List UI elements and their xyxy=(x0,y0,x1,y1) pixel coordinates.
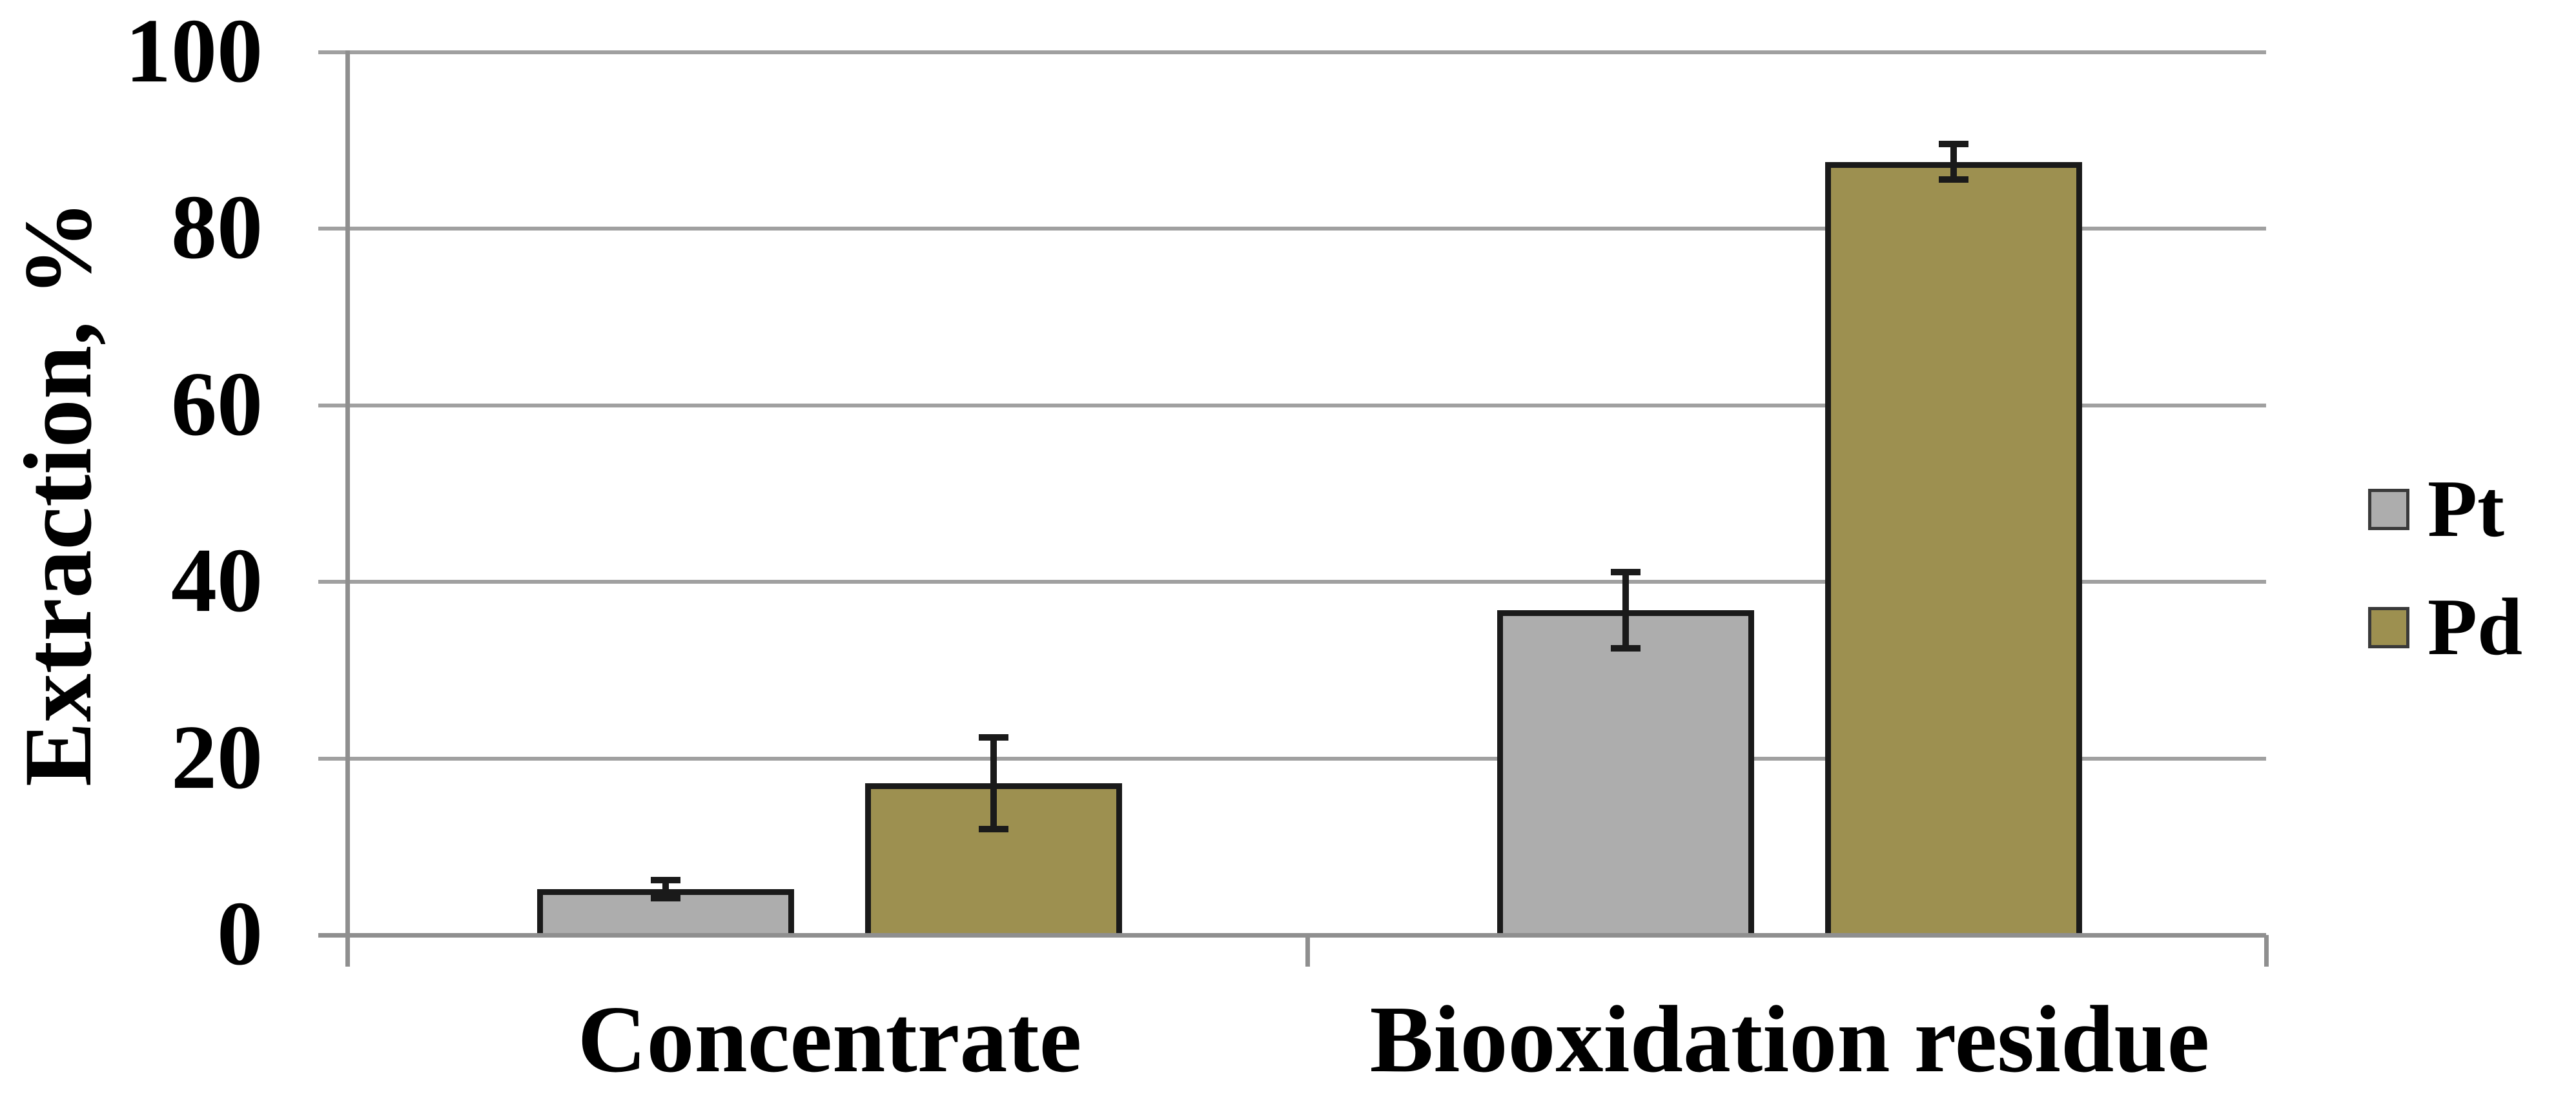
y-tick-label-0: 0 xyxy=(217,882,263,985)
y-tick-label-80: 80 xyxy=(171,176,263,278)
legend-label-pt: Pt xyxy=(2428,464,2504,554)
gridline-100 xyxy=(318,50,2266,54)
error-bar-cap-pt-0-bottom xyxy=(651,894,680,901)
gridline-80 xyxy=(318,227,2266,231)
error-bar-cap-pt-1-bottom xyxy=(1611,644,1641,652)
x-axis-tick-2 xyxy=(2264,935,2269,967)
error-bar-pt-0 xyxy=(662,880,669,898)
error-bar-cap-pt-1-top xyxy=(1611,569,1641,576)
y-tick-label-40: 40 xyxy=(171,529,263,632)
error-bar-pt-1 xyxy=(1622,572,1629,648)
legend-entry-pd: Pd xyxy=(2368,587,2522,668)
legend-swatch-pd-icon xyxy=(2368,607,2409,648)
x-category-label-biooxidation-residue: Biooxidation residue xyxy=(1369,987,2210,1093)
error-bar-cap-pd-1-bottom xyxy=(1939,176,1968,183)
error-bar-pd-1 xyxy=(1950,144,1957,180)
error-bar-pd-0 xyxy=(990,737,997,829)
legend-swatch-pt-icon xyxy=(2368,489,2409,530)
legend-label-pd: Pd xyxy=(2428,582,2523,672)
error-bar-cap-pt-0-top xyxy=(651,877,680,884)
x-category-label-concentrate: Concentrate xyxy=(577,987,1082,1093)
error-bar-cap-pd-0-bottom xyxy=(979,825,1008,832)
error-bar-cap-pd-0-top xyxy=(979,734,1008,741)
legend-entry-pt: Pt xyxy=(2368,469,2504,550)
y-axis-title: Extraction, % xyxy=(5,200,112,787)
gridline-20 xyxy=(318,756,2266,761)
y-tick-label-60: 60 xyxy=(171,352,263,455)
y-tick-label-100: 100 xyxy=(125,0,263,102)
bar-pt-1 xyxy=(1497,610,1754,935)
x-axis-line xyxy=(318,932,2266,938)
gridline-40 xyxy=(318,580,2266,584)
gridline-60 xyxy=(318,403,2266,407)
x-axis-tick-0 xyxy=(345,935,350,967)
y-axis-line xyxy=(345,50,350,967)
error-bar-cap-pd-1-top xyxy=(1939,141,1968,148)
x-axis-tick-1 xyxy=(1305,935,1310,967)
y-tick-label-20: 20 xyxy=(171,705,263,808)
bar-pd-1 xyxy=(1825,161,2082,935)
